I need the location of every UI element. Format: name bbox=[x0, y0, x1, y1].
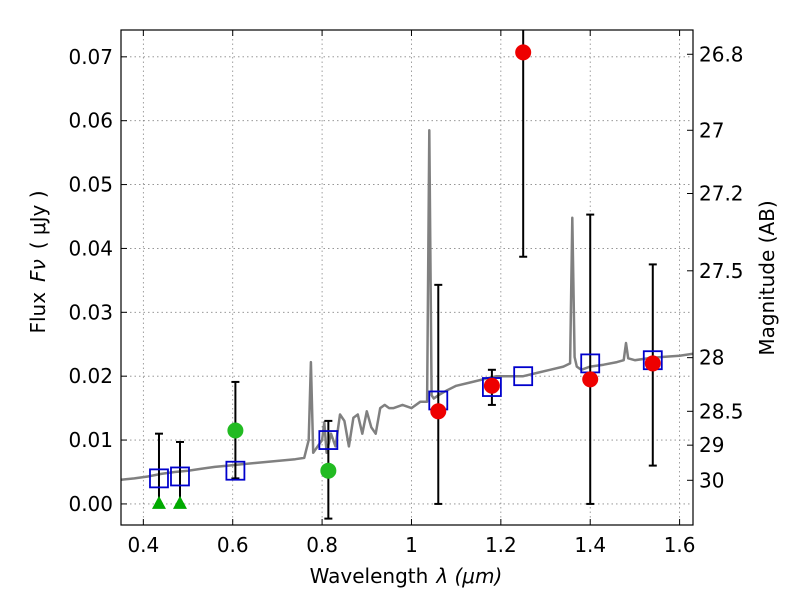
x-tick-label: 0.4 bbox=[127, 533, 159, 557]
nir-detection-marker bbox=[483, 377, 500, 394]
x-tick-label: 1.2 bbox=[485, 533, 517, 557]
x-tick-label: 0.8 bbox=[306, 533, 338, 557]
x-tick-label: 1.4 bbox=[574, 533, 606, 557]
y2-tick-label: 29 bbox=[699, 433, 724, 457]
plot-frame bbox=[120, 29, 694, 526]
optical-detection-marker bbox=[227, 422, 244, 439]
y-tick-label: 0.05 bbox=[68, 173, 113, 197]
upper-limit-marker bbox=[172, 495, 187, 509]
nir-detection-marker bbox=[644, 355, 661, 372]
upper-limit-marker bbox=[151, 495, 166, 509]
y2-tick-label: 28.5 bbox=[699, 399, 744, 423]
y-tick-label: 0.01 bbox=[68, 428, 113, 452]
y2-tick-label: 26.8 bbox=[699, 42, 744, 66]
y2-tick-label: 27 bbox=[699, 118, 724, 142]
y-tick-label: 0.02 bbox=[68, 364, 113, 388]
y-tick-label: 0.06 bbox=[68, 109, 113, 133]
y-tick-label: 0.04 bbox=[68, 236, 113, 260]
y2-tick-label: 30 bbox=[699, 468, 724, 492]
axis-ticks: 0.4 0.6 0.8 1 1.2 1.4 1.6 0.00 0.01 0.02 0.03 0.04 0… bbox=[68, 30, 744, 557]
nir-detection-marker bbox=[430, 403, 447, 420]
optical-detection-marker bbox=[320, 462, 337, 479]
model-photometry-marker bbox=[170, 466, 190, 487]
model-photometry-marker bbox=[318, 430, 339, 450]
x-axis-label: Wavelength λ (μm) bbox=[310, 564, 503, 588]
y-axis-label: FluxFν( μJy ) bbox=[26, 190, 50, 333]
x-tick-label: 1.6 bbox=[664, 533, 696, 557]
model-photometry-marker bbox=[225, 460, 246, 481]
y-tick-label: 0.03 bbox=[68, 300, 113, 324]
plot-area bbox=[121, 30, 693, 520]
model-spectrum-line bbox=[121, 129, 693, 481]
model-photometry-marker bbox=[513, 366, 534, 387]
y2-axis-label: Magnitude (AB) bbox=[755, 200, 779, 355]
y-tick-label: 0.07 bbox=[68, 45, 113, 69]
x-tick-label: 1 bbox=[405, 533, 418, 557]
nir-detection-marker bbox=[515, 44, 532, 61]
y2-tick-label: 27.5 bbox=[699, 259, 744, 283]
x-tick-label: 0.6 bbox=[217, 533, 249, 557]
y2-tick-label: 28 bbox=[699, 346, 724, 370]
model-photometry-marker bbox=[149, 468, 169, 489]
y2-tick-label: 27.2 bbox=[699, 182, 744, 206]
y-tick-label: 0.00 bbox=[68, 492, 113, 516]
nir-detection-marker bbox=[582, 371, 599, 388]
grid bbox=[121, 30, 693, 525]
